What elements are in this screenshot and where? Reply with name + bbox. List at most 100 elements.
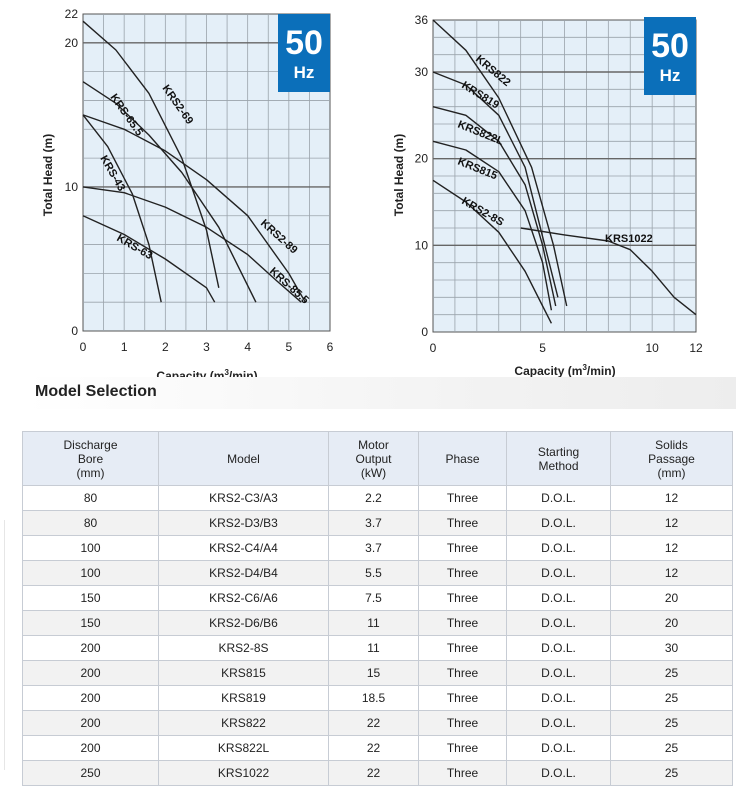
x-axis-label-superscript: 3 (582, 363, 587, 372)
table-cell: Three (418, 660, 507, 686)
table-cell: 18.5 (328, 685, 419, 711)
chart-left-svg: KRS2-69KRS-65.5KRS-43KRS2-89KRS-85.5KRS-… (41, 7, 334, 380)
table-cell: Three (418, 735, 507, 761)
table-cell: 3.7 (328, 510, 419, 536)
column-header-line: Discharge (63, 437, 118, 452)
curve-krs-43 (82, 114, 162, 303)
table-cell: D.O.L. (506, 535, 611, 561)
table-cell: 3.7 (328, 535, 419, 561)
table-cell: D.O.L. (506, 660, 611, 686)
table-row: 200 KRS822 22 Three D.O.L. 25 (22, 710, 733, 736)
table-cell: KRS2-C3/A3 (158, 485, 329, 511)
table-cell: Three (418, 685, 507, 711)
table-cell: 200 (22, 710, 159, 736)
x-axis-label-superscript: 3 (224, 368, 229, 377)
column-header-line: Bore (77, 451, 104, 466)
table-cell: 200 (22, 735, 159, 761)
x-tick-label: 10 (645, 341, 659, 355)
x-tick-label: 5 (539, 341, 546, 355)
curve-krs822 (432, 19, 568, 307)
y-tick-label: 0 (71, 324, 78, 338)
table-cell: 150 (22, 610, 159, 636)
table-cell: 200 (22, 685, 159, 711)
table-row: 100 KRS2-C4/A4 3.7 Three D.O.L. 12 (22, 535, 733, 561)
column-header: Motor Output (kW) (328, 431, 419, 486)
table-cell: Three (418, 485, 507, 511)
table-cell: KRS1022 (158, 760, 329, 786)
table-cell: 200 (22, 635, 159, 661)
x-tick-label: 1 (121, 340, 128, 354)
table-row: 100 KRS2-D4/B4 5.5 Three D.O.L. 12 (22, 560, 733, 586)
column-header: Discharge Bore (mm) (22, 431, 159, 486)
y-tick-label: 22 (65, 7, 79, 21)
table-cell: D.O.L. (506, 485, 611, 511)
table-cell: 25 (610, 735, 733, 761)
y-tick-label: 10 (415, 238, 429, 252)
table-cell: D.O.L. (506, 760, 611, 786)
curve-krs2-69 (82, 20, 220, 288)
y-axis-label: Total Head (m) (41, 134, 55, 216)
table-cell: Three (418, 635, 507, 661)
x-axis-label-part: /min) (229, 369, 258, 380)
hz-badge-unit: Hz (660, 66, 681, 85)
curve-krs2-89 (82, 114, 306, 303)
table-header-row: Discharge Bore (mm) Model Motor Output (kW) Pha… (22, 431, 733, 486)
table-cell: 22 (328, 735, 419, 761)
table-cell: KRS2-D6/B6 (158, 610, 329, 636)
table-cell: Three (418, 585, 507, 611)
table-row: 80 KRS2-D3/B3 3.7 Three D.O.L. 12 (22, 510, 733, 536)
table-cell: D.O.L. (506, 560, 611, 586)
x-tick-label: 0 (430, 341, 437, 355)
column-header: Starting Method (506, 431, 611, 486)
y-tick-label: 10 (65, 180, 79, 194)
table-cell: D.O.L. (506, 635, 611, 661)
pump-curve-chart-right: KRS822 KRS819 KRS822L KRS815 KRS2-8S KRS1022 0… (375, 0, 741, 380)
table-cell: Three (418, 510, 507, 536)
column-header: Phase (418, 431, 507, 486)
table-cell: 20 (610, 585, 733, 611)
column-header-line: Model (227, 451, 260, 466)
table-cell: 80 (22, 485, 159, 511)
column-header-line: Method (538, 458, 579, 473)
table-cell: Three (418, 560, 507, 586)
model-selection-table: Discharge Bore (mm) Model Motor Output (kW) Pha… (22, 431, 733, 786)
table-cell: KRS822L (158, 735, 329, 761)
curve-krs-63 (82, 215, 216, 303)
column-header: Model (158, 431, 329, 486)
column-header-line: Passage (648, 451, 695, 466)
table-cell: D.O.L. (506, 510, 611, 536)
table-cell: KRS819 (158, 685, 329, 711)
hz-badge (644, 17, 696, 95)
x-tick-label: 12 (689, 341, 703, 355)
table-cell: KRS2-8S (158, 635, 329, 661)
y-tick-label: 20 (415, 152, 429, 166)
table-cell: 100 (22, 560, 159, 586)
y-tick-label: 36 (415, 13, 429, 27)
y-tick-label: 30 (415, 65, 429, 79)
table-cell: D.O.L. (506, 685, 611, 711)
table-cell: D.O.L. (506, 585, 611, 611)
curve-krs2-8s (432, 179, 553, 324)
table-cell: 25 (610, 685, 733, 711)
table-cell: 11 (328, 635, 419, 661)
table-cell: D.O.L. (506, 735, 611, 761)
table-cell: KRS2-C4/A4 (158, 535, 329, 561)
table-body: 80 KRS2-C3/A3 2.2 Three D.O.L. 12 80 KRS2-D3/B3… (22, 485, 733, 786)
table-cell: Three (418, 535, 507, 561)
x-tick-label: 0 (80, 340, 87, 354)
table-cell: 30 (610, 635, 733, 661)
table-cell: 12 (610, 485, 733, 511)
table-row: 80 KRS2-C3/A3 2.2 Three D.O.L. 12 (22, 485, 733, 511)
model-selection-header: Model Selection (24, 377, 736, 409)
table-cell: 12 (610, 535, 733, 561)
hz-badge-unit: Hz (294, 63, 315, 82)
table-cell: 80 (22, 510, 159, 536)
y-tick-label: 20 (65, 36, 79, 50)
table-cell: 22 (328, 710, 419, 736)
hz-badge-value: 50 (285, 24, 323, 62)
x-axis-label-part: /min) (587, 364, 616, 378)
pump-curve-chart-left: KRS2-69 KRS-65.5 KRS-43 KRS2-89 KRS-85.5 KRS-… (0, 0, 360, 380)
table-cell: D.O.L. (506, 710, 611, 736)
curve-krs819 (432, 71, 559, 298)
hz-badge-value: 50 (651, 27, 689, 65)
